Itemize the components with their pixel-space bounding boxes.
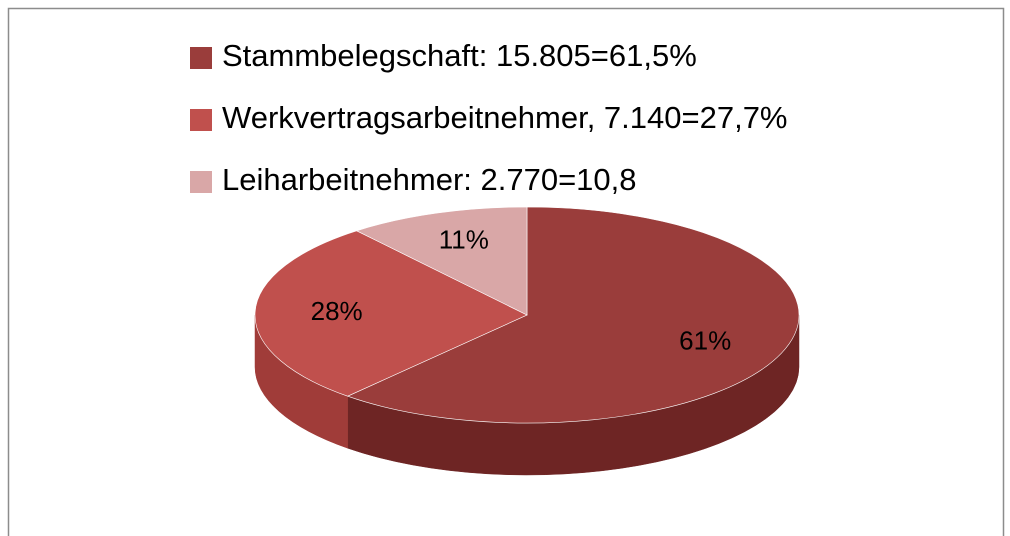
legend-label: Werkvertragsarbeitnehmer, 7.140=27,7% (222, 100, 788, 135)
legend-swatch (190, 109, 212, 131)
data-label: 28% (311, 296, 363, 326)
legend-swatch (190, 171, 212, 193)
pie-slice (254, 230, 528, 397)
pie-slice (346, 206, 800, 424)
data-label: 11% (439, 225, 489, 255)
pie-slice (355, 206, 528, 316)
legend-swatch (190, 47, 212, 69)
legend-label: Stammbelegschaft: 15.805=61,5% (222, 38, 697, 73)
legend-label: Leiharbeitnehmer: 2.770=10,8 (222, 162, 637, 197)
data-label: 61% (679, 325, 731, 355)
